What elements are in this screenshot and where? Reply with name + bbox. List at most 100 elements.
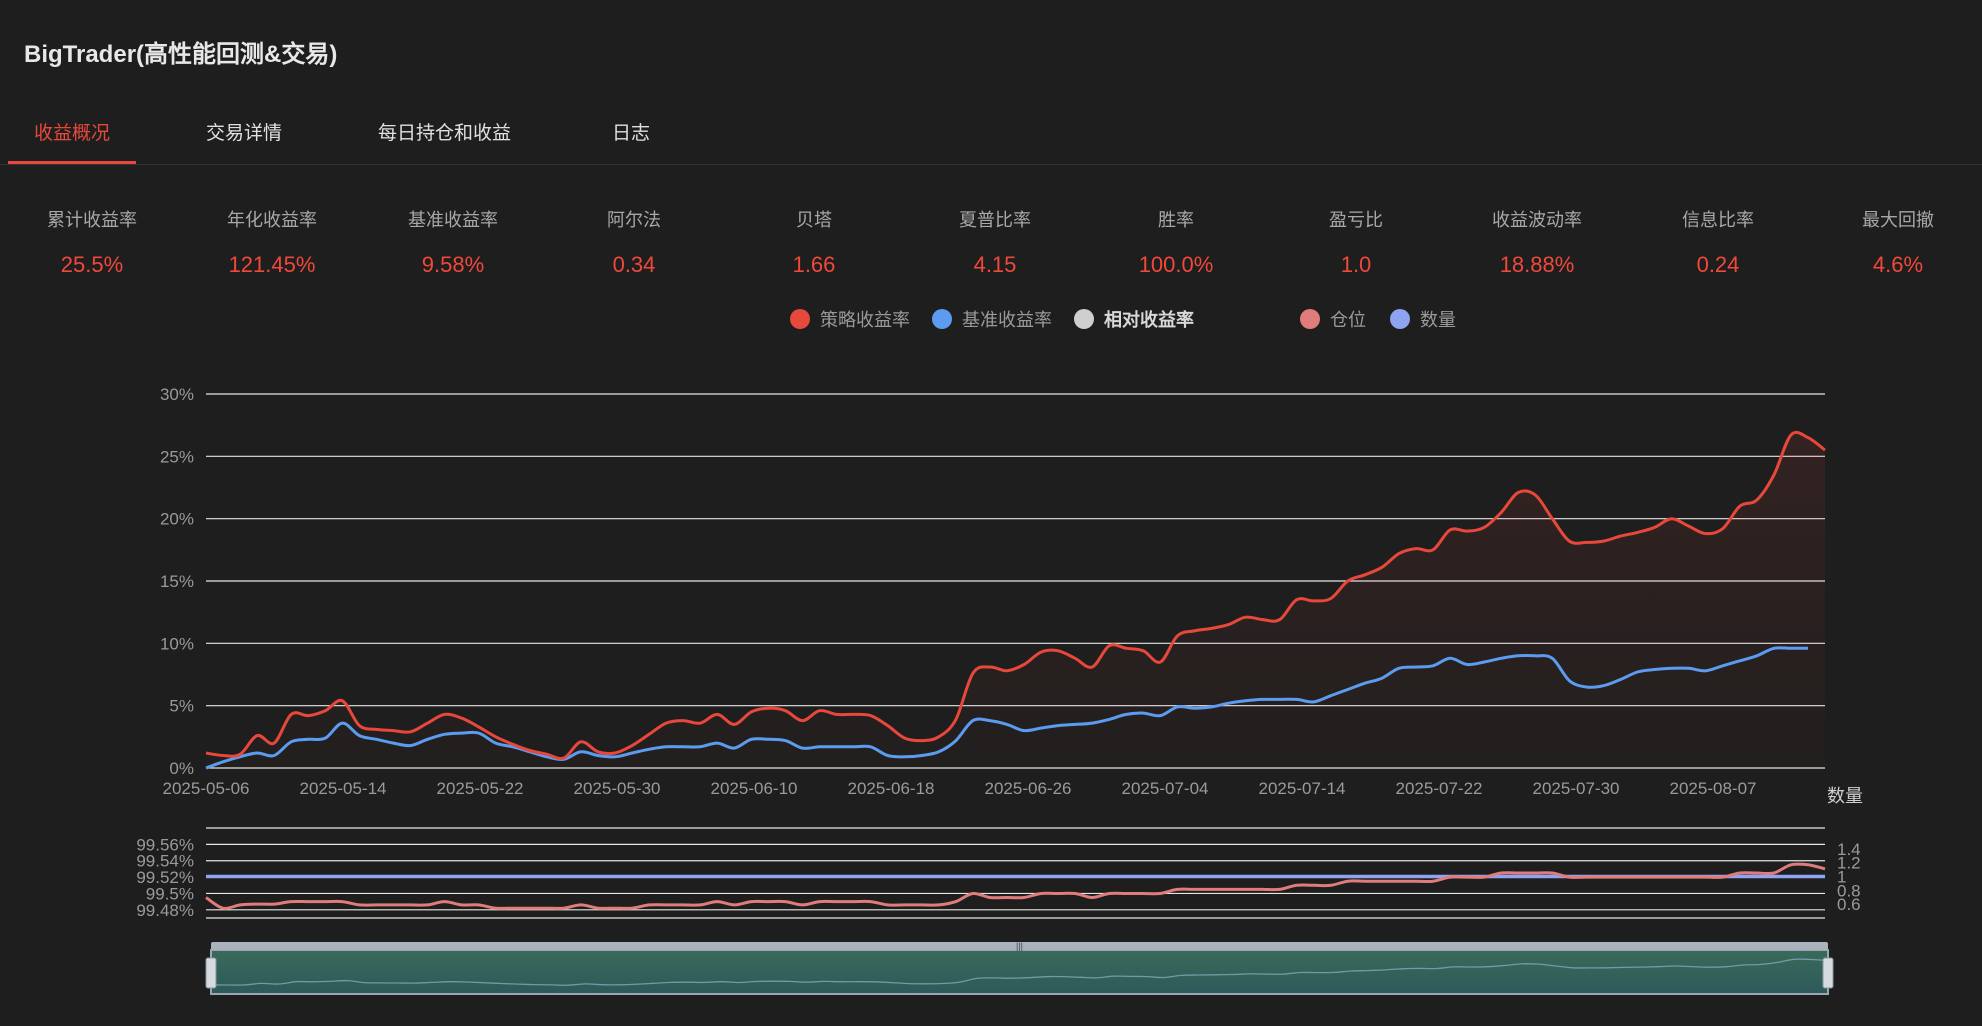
y-right-tick-label: 0.6 xyxy=(1837,895,1861,914)
y-left-tick-label: 99.56% xyxy=(136,835,194,854)
x-tick-label: 2025-07-22 xyxy=(1396,779,1483,798)
slider-handle-left xyxy=(205,957,217,989)
series-line-benchmark xyxy=(205,646,1808,770)
legend-dot xyxy=(932,309,952,329)
metric-value: 100.0% xyxy=(1138,252,1214,277)
legend-dot xyxy=(1300,309,1320,329)
metric-cumulative-return: 累计收益率 25.5% xyxy=(12,206,172,278)
x-tick-label: 2025-07-04 xyxy=(1122,779,1209,798)
metric-label: 胜率 xyxy=(1158,210,1194,230)
metric-label: 阿尔法 xyxy=(607,210,661,230)
x-tick-label: 2025-05-22 xyxy=(437,779,524,798)
metric-information-ratio: 信息比率 0.24 xyxy=(1638,206,1798,278)
metric-value: 0.34 xyxy=(612,252,656,277)
x-tick-label: 2025-05-06 xyxy=(163,779,250,798)
y-right-tick-label: 0.8 xyxy=(1837,881,1861,900)
legend-label: 仓位 xyxy=(1330,310,1366,330)
grip-icon: ||| xyxy=(1016,941,1023,951)
slider-move-bar xyxy=(211,942,1828,950)
series-line-strategy xyxy=(205,431,1826,760)
metric-label: 基准收益率 xyxy=(408,210,498,230)
metric-annual-return: 年化收益率 121.45% xyxy=(192,206,352,278)
tab-trade-details[interactable]: 交易详情 xyxy=(206,123,283,144)
metric-sharpe: 夏普比率 4.15 xyxy=(915,206,1075,278)
y-tick-label: 20% xyxy=(160,510,194,529)
metric-label: 年化收益率 xyxy=(227,210,317,230)
x-tick-label: 2025-07-14 xyxy=(1259,779,1346,798)
position-quantity-chart: 99.48%99.5%99.52%99.54%99.56% 0.60.811.21… xyxy=(136,786,1863,920)
y-tick-label: 0% xyxy=(169,759,194,778)
y-left-tick-label: 99.5% xyxy=(146,884,194,903)
tab-returns-overview[interactable]: 收益概况 xyxy=(34,123,111,144)
legend-label: 相对收益率 xyxy=(1104,310,1194,330)
metric-alpha: 阿尔法 0.34 xyxy=(554,206,714,278)
metric-label: 累计收益率 xyxy=(47,210,137,230)
metric-label: 收益波动率 xyxy=(1492,210,1582,230)
metric-label: 信息比率 xyxy=(1682,210,1754,230)
legend-label: 数量 xyxy=(1420,310,1456,330)
y-right-tick-label: 1.2 xyxy=(1837,854,1861,873)
metric-volatility: 收益波动率 18.88% xyxy=(1457,206,1617,278)
x-tick-label: 2025-06-10 xyxy=(711,779,798,798)
metric-win-rate: 胜率 100.0% xyxy=(1096,206,1256,278)
tab-bar: 收益概况 交易详情 每日持仓和收益 日志 xyxy=(0,108,1982,165)
y-left-tick-label: 99.54% xyxy=(136,852,194,871)
metric-value: 0.24 xyxy=(1696,252,1740,277)
y-tick-label: 5% xyxy=(169,697,194,716)
data-zoom-slider[interactable]: ||| xyxy=(205,941,1834,995)
metric-value: 121.45% xyxy=(228,252,316,277)
metric-label: 夏普比率 xyxy=(959,210,1031,230)
active-tab-indicator xyxy=(8,161,136,164)
app-title: BigTrader(高性能回测&交易) xyxy=(24,41,338,68)
y-tick-label: 10% xyxy=(160,634,194,653)
metric-benchmark-return: 基准收益率 9.58% xyxy=(373,206,533,278)
metric-max-drawdown: 最大回撤 4.6% xyxy=(1818,206,1978,278)
metric-value: 4.15 xyxy=(973,252,1017,277)
metric-value: 18.88% xyxy=(1499,252,1575,277)
slider-handle-right xyxy=(1822,957,1834,989)
legend-strategy-return[interactable]: 策略收益率 xyxy=(790,306,910,332)
metric-label: 盈亏比 xyxy=(1329,210,1383,230)
metric-value: 4.6% xyxy=(1872,252,1924,277)
chart-legend: 策略收益率 基准收益率 相对收益率 仓位 数量 xyxy=(0,306,1982,334)
y-left-tick-label: 99.48% xyxy=(136,901,194,920)
series-line-position xyxy=(205,862,1826,910)
x-tick-label: 2025-07-30 xyxy=(1533,779,1620,798)
legend-benchmark-return[interactable]: 基准收益率 xyxy=(932,306,1052,332)
legend-relative-return[interactable]: 相对收益率 xyxy=(1074,306,1194,332)
legend-label: 策略收益率 xyxy=(820,310,910,330)
tab-daily-positions[interactable]: 每日持仓和收益 xyxy=(378,123,512,144)
legend-position[interactable]: 仓位 xyxy=(1300,306,1366,332)
metric-value: 9.58% xyxy=(421,252,485,277)
y-right-tick-label: 1 xyxy=(1837,867,1846,886)
x-tick-label: 2025-08-07 xyxy=(1670,779,1757,798)
y-tick-label: 30% xyxy=(160,385,194,404)
slider-preview-line xyxy=(210,958,1829,986)
legend-quantity[interactable]: 数量 xyxy=(1390,306,1456,332)
metric-value: 25.5% xyxy=(60,252,124,277)
metric-value: 1.66 xyxy=(792,252,836,277)
metric-label: 最大回撤 xyxy=(1862,210,1934,230)
y-right-tick-label: 1.4 xyxy=(1837,840,1861,859)
metric-value: 1.0 xyxy=(1340,252,1372,277)
slider-track xyxy=(210,949,1829,995)
legend-dot xyxy=(1074,309,1094,329)
metric-label: 贝塔 xyxy=(796,210,832,230)
y-tick-label: 15% xyxy=(160,572,194,591)
legend-dot xyxy=(1390,309,1410,329)
y-tick-label: 25% xyxy=(160,447,194,466)
y-left-tick-label: 99.52% xyxy=(136,868,194,887)
metric-profit-loss-ratio: 盈亏比 1.0 xyxy=(1276,206,1436,278)
y-right-axis-label: 数量 xyxy=(1827,786,1863,806)
legend-dot xyxy=(790,309,810,329)
tab-logs[interactable]: 日志 xyxy=(612,123,651,144)
metric-beta: 贝塔 1.66 xyxy=(734,206,894,278)
legend-label: 基准收益率 xyxy=(962,310,1052,330)
strategy-area xyxy=(206,432,1825,768)
x-tick-label: 2025-06-26 xyxy=(985,779,1072,798)
x-tick-label: 2025-06-18 xyxy=(848,779,935,798)
x-tick-label: 2025-05-30 xyxy=(574,779,661,798)
x-tick-label: 2025-05-14 xyxy=(300,779,387,798)
returns-line-chart: 0% 5% 10% 15% 20% 25% 30% 2025-05-06 2025-05-14 2… xyxy=(160,385,1826,798)
